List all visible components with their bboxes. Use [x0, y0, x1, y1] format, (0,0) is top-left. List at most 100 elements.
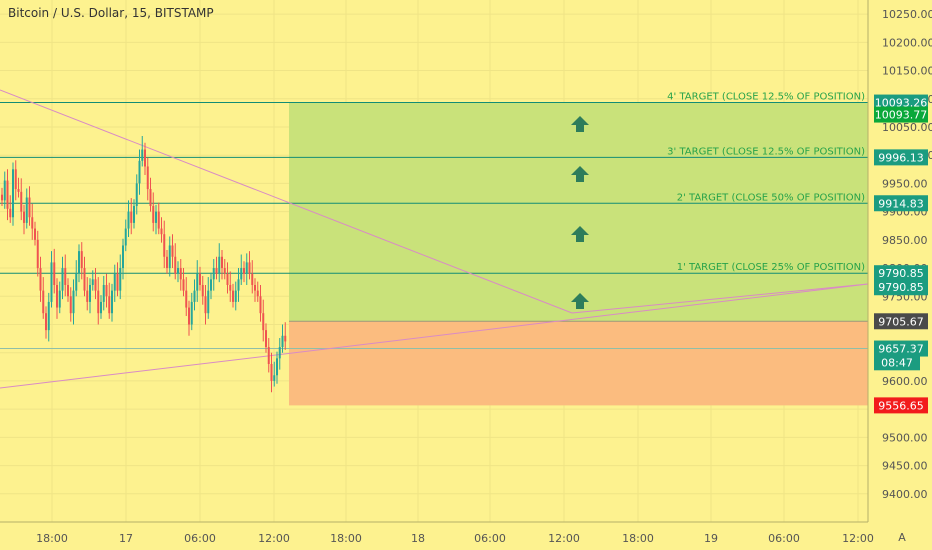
candle-body	[166, 256, 168, 269]
price-tick-label: 10200.00	[882, 36, 932, 49]
candle-body	[67, 284, 69, 297]
candle-body	[42, 290, 45, 314]
candle-body	[204, 296, 207, 314]
candle-body	[146, 166, 149, 190]
candle-body	[278, 347, 281, 359]
time-tick-label: 06:00	[184, 532, 216, 545]
candle-body	[232, 290, 234, 302]
candle-body	[281, 335, 284, 348]
candle-body	[122, 245, 124, 269]
candle-body	[201, 284, 204, 297]
candle-body	[133, 205, 135, 223]
target-label: 3' TARGET (CLOSE 12.5% OF POSITION)	[667, 146, 865, 157]
candle-body	[135, 183, 138, 206]
price-tag	[874, 313, 928, 330]
candle-body	[12, 169, 14, 218]
candle-body	[251, 273, 254, 285]
target-arrows	[571, 116, 589, 309]
up-arrow-icon	[571, 226, 589, 242]
candle-body	[177, 268, 179, 274]
price-tag-text: 10093.26	[875, 97, 928, 110]
candle-body	[34, 228, 36, 240]
price-tag-text: 9705.67	[878, 315, 924, 328]
candle-body	[218, 256, 221, 274]
time-tick-label: 12:00	[842, 532, 874, 545]
candle-body	[25, 197, 28, 223]
candle-body	[61, 268, 64, 291]
candle-body	[221, 256, 223, 269]
candle-body	[262, 313, 265, 331]
time-tick-label: 19	[704, 532, 718, 545]
candle-body	[39, 268, 42, 291]
candle-body	[78, 251, 80, 274]
time-tick-label: 12:00	[548, 532, 580, 545]
candle-body	[119, 268, 122, 291]
candle-body	[229, 284, 232, 291]
time-tick-label: 18:00	[36, 532, 68, 545]
price-tick-label: 9850.00	[882, 234, 928, 247]
candle-body	[6, 180, 9, 209]
time-axis-panel[interactable]	[0, 522, 932, 550]
candle-body	[47, 301, 50, 331]
candle-body	[193, 290, 196, 302]
candle-body	[226, 273, 229, 285]
candle-body	[171, 245, 174, 257]
candle-body	[240, 268, 243, 280]
trend-line-descending[interactable]	[0, 89, 573, 314]
price-tick-label: 9500.00	[882, 431, 928, 444]
candle-body	[36, 239, 39, 269]
candle-body	[273, 375, 276, 381]
candle-body	[86, 290, 89, 302]
time-tick-label: 18:00	[330, 532, 362, 545]
price-axis-panel[interactable]	[868, 0, 932, 522]
price-tag	[874, 340, 928, 357]
price-tick-label: 10050.00	[882, 121, 932, 134]
candle-body	[276, 358, 278, 376]
up-arrow-icon	[571, 166, 589, 182]
price-tick-label: 10250.00	[882, 8, 932, 21]
candle-body	[163, 234, 166, 257]
candle-body	[50, 262, 53, 302]
time-axis-ticks: 18:00 17 06:00 12:00 18:00 18 06:00 12:00 18:00 1…	[36, 532, 874, 545]
profit-target-zone[interactable]	[289, 102, 868, 322]
price-tag	[874, 354, 920, 371]
candle-body	[207, 290, 210, 314]
candle-body	[113, 273, 116, 291]
candle-body	[168, 245, 171, 269]
candle-body	[243, 268, 245, 274]
stop-loss-zone[interactable]	[289, 321, 868, 406]
candle-body	[141, 149, 144, 161]
candle-body	[130, 211, 133, 223]
price-tag-text: 9556.65	[878, 399, 924, 412]
candle-body	[182, 279, 185, 291]
trend-line-rising[interactable]	[571, 283, 869, 314]
time-tick-label: 12:00	[258, 532, 290, 545]
price-tick-label: 9450.00	[882, 460, 928, 473]
time-tick-label: 06:00	[474, 532, 506, 545]
time-tick-label: 06:00	[768, 532, 800, 545]
auto-scale-button[interactable]: A	[898, 531, 906, 544]
candle-body	[185, 290, 188, 308]
chart-title: Bitcoin / U.S. Dollar, 15, BITSTAMP	[8, 6, 214, 20]
time-tick-label: 17	[119, 532, 133, 545]
price-tag	[874, 397, 928, 414]
price-tick-label: 9950.00	[882, 177, 928, 190]
target-labels: 4' TARGET (CLOSE 12.5% OF POSITION) 3' TA…	[667, 92, 865, 274]
candle-body	[1, 194, 3, 201]
trend-line-support[interactable]	[0, 283, 869, 389]
price-tag-text: 10093.77	[875, 109, 928, 122]
candle-body	[237, 279, 240, 291]
candle-body	[108, 296, 111, 314]
candle-body	[149, 189, 152, 206]
target-label: 2' TARGET (CLOSE 50% OF POSITION)	[677, 192, 865, 203]
price-tag	[874, 279, 928, 296]
candle-body	[124, 228, 127, 246]
candle-body	[14, 169, 17, 190]
trend-lines[interactable]	[0, 89, 869, 389]
up-arrow-icon	[571, 116, 589, 132]
candle-body	[116, 273, 119, 291]
price-tag-text: 9790.85	[878, 281, 924, 294]
candle-body	[56, 284, 58, 308]
